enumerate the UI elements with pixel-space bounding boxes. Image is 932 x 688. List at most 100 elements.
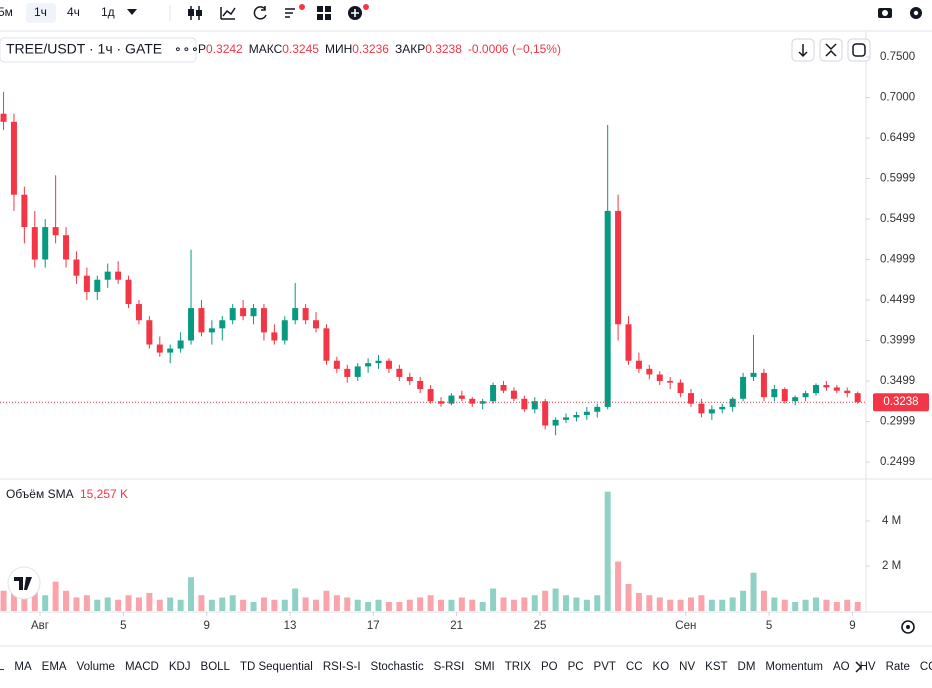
indicator-button[interactable]: DM (738, 661, 756, 673)
symbol-box[interactable] (0, 37, 197, 63)
volume-bar (469, 599, 476, 611)
volume-bar (594, 595, 601, 611)
candle-body (146, 320, 153, 345)
indicator-button[interactable]: KST (705, 661, 727, 673)
volume-bar (229, 595, 236, 611)
indicator-button[interactable]: TD Sequential (240, 661, 313, 673)
candle-body (771, 389, 778, 398)
candle-body (844, 390, 851, 394)
volume-bar (125, 595, 132, 611)
y-tick-label: 0.2999 (880, 416, 915, 428)
volume-bar (292, 588, 299, 611)
ohlc-label: Р (198, 42, 206, 56)
add-button[interactable] (348, 4, 369, 20)
x-tick-label: 5 (120, 620, 126, 632)
candles (0, 91, 861, 436)
candle-body (417, 380, 424, 390)
volume-bar (135, 597, 142, 611)
scroll-right-button[interactable] (855, 661, 863, 673)
indicator-button[interactable]: TRIX (505, 661, 532, 673)
volume-bar (219, 597, 226, 611)
indicator-button[interactable]: PC (568, 661, 584, 673)
volume-bar (854, 601, 861, 611)
y-tick-label: 0.7500 (880, 51, 915, 63)
indicator-button[interactable]: CCI (920, 661, 932, 673)
volume-bar (719, 599, 726, 611)
maximize-button[interactable] (847, 38, 871, 62)
ohlc-value: 0.3238 (425, 42, 462, 56)
indicator-button[interactable]: KDJ (169, 661, 191, 673)
candle-body (323, 328, 330, 361)
more-button[interactable]: ∘∘∘ (174, 42, 200, 56)
indicator-button[interactable]: CC (626, 661, 643, 673)
indicator-button[interactable]: MA (14, 661, 32, 673)
candle-body (396, 368, 403, 377)
settings-button[interactable] (910, 7, 922, 19)
volume-bar (156, 599, 163, 611)
volume-bar (42, 595, 49, 611)
indicator-button[interactable]: SMI (474, 661, 494, 673)
volume-bar (458, 597, 465, 611)
ohlc-value: 0.3242 (206, 42, 243, 56)
volume-bars (0, 491, 861, 611)
replay-button[interactable] (253, 6, 267, 20)
indicator-button[interactable]: Rate (886, 661, 910, 673)
candle-body (281, 320, 288, 341)
layout-button[interactable] (317, 6, 331, 20)
alerts-button[interactable] (285, 4, 305, 18)
indicators-button[interactable] (220, 7, 236, 20)
interval-button[interactable]: 5м (0, 5, 13, 19)
candle-body (375, 360, 382, 364)
indicator-button[interactable]: Stochastic (371, 661, 424, 673)
ohlc-value: 0.3245 (282, 42, 319, 56)
volume-bar (740, 590, 747, 611)
timezone-settings[interactable] (901, 620, 915, 634)
indicator-button[interactable]: PO (541, 661, 558, 673)
candle-body (750, 372, 757, 377)
interval-button[interactable]: 1ч (34, 5, 47, 19)
candle-body (563, 417, 570, 420)
volume-bar (146, 592, 153, 611)
indicator-button[interactable]: KO (653, 661, 670, 673)
indicator-button[interactable]: S-RSI (434, 661, 465, 673)
volume-tick-label: 4 M (882, 515, 901, 527)
indicator-button[interactable]: PVT (594, 661, 616, 673)
volume-bar (344, 597, 351, 611)
candle-body (635, 360, 642, 369)
candle-body (656, 374, 663, 381)
indicator-button[interactable]: RSI-S-I (323, 661, 361, 673)
volume-bar (31, 583, 38, 611)
indicator-button[interactable]: BOLL (201, 661, 231, 673)
symbol[interactable]: TREE/USDT · 1ч · GATE (6, 41, 162, 57)
volume-bar (104, 597, 111, 611)
volume-bar (615, 561, 622, 611)
volume-bar (583, 599, 590, 611)
candle-type-button[interactable] (188, 6, 202, 20)
volume-bar (10, 586, 17, 611)
interval-button[interactable]: 4ч (67, 5, 80, 19)
indicator-button[interactable]: Momentum (765, 661, 823, 673)
indicator-button[interactable]: L (0, 661, 5, 673)
volume-bar (417, 597, 424, 611)
indicator-button[interactable]: EMA (42, 661, 67, 673)
interval-button[interactable]: 1д (101, 5, 115, 19)
volume-bar (365, 601, 372, 611)
volume-bar (604, 491, 611, 611)
candle-body (31, 227, 38, 260)
indicator-button[interactable]: Volume (77, 661, 115, 673)
candle-body (198, 308, 205, 333)
volume-bar (281, 599, 288, 611)
indicator-button[interactable]: MACD (125, 661, 159, 673)
volume-bar (354, 599, 361, 611)
screenshot-button[interactable] (878, 8, 892, 18)
candle-body (10, 121, 17, 195)
indicator-button[interactable]: NV (679, 661, 695, 673)
interval-dropdown[interactable] (127, 9, 137, 15)
indicator-button[interactable]: HV (860, 661, 876, 673)
toolbar (0, 0, 932, 26)
candle-body (833, 387, 840, 391)
volume-bar (271, 599, 278, 611)
volume-tick-label: 2 M (882, 560, 901, 572)
indicator-button[interactable]: AO (833, 661, 850, 673)
